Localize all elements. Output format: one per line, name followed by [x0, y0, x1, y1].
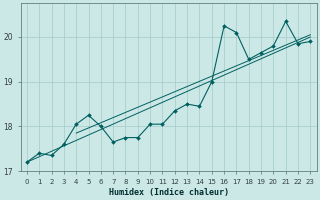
X-axis label: Humidex (Indice chaleur): Humidex (Indice chaleur) — [108, 188, 228, 197]
